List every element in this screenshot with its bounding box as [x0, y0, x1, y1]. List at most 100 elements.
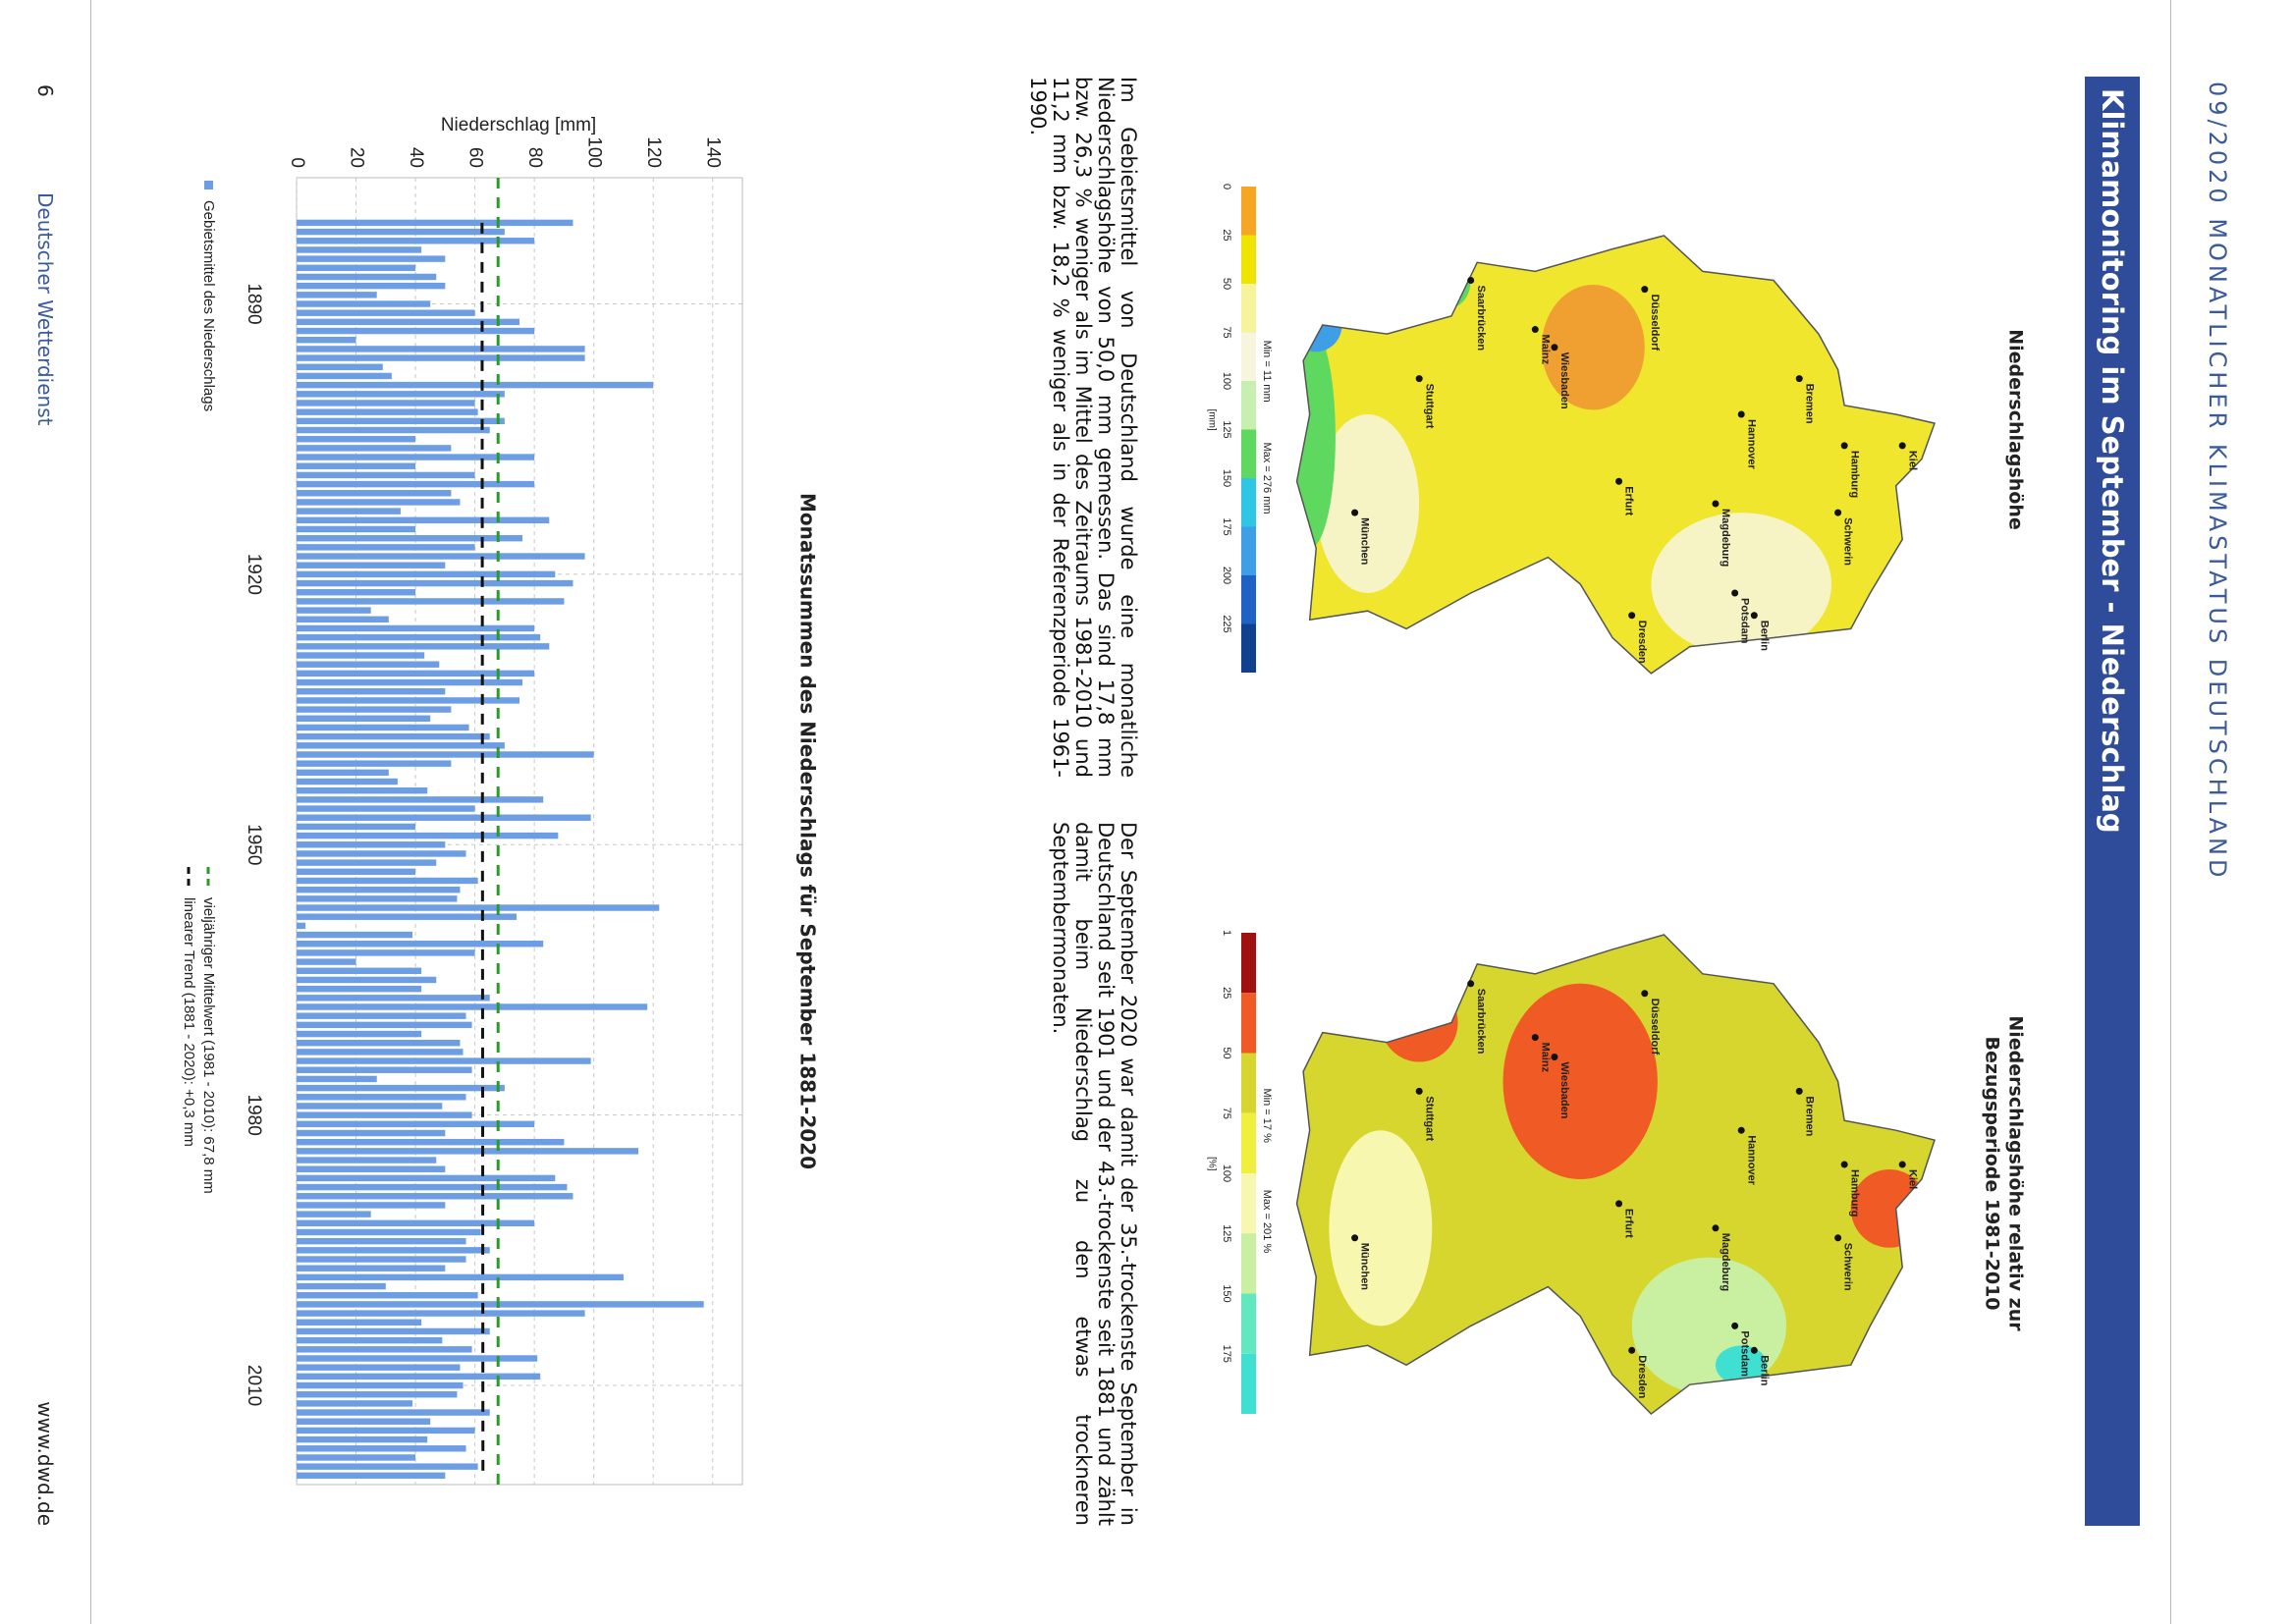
bar — [296, 1247, 490, 1254]
paragraph: Im Gebietsmittel von Deutschland wurde e… — [1026, 77, 1140, 778]
bar — [297, 786, 428, 794]
city-dot — [1615, 477, 1623, 485]
city-label: Hamburg — [1848, 1169, 1860, 1217]
bar — [297, 913, 517, 920]
city-dot — [1737, 1126, 1745, 1134]
city-dot — [1641, 990, 1649, 998]
bar — [296, 525, 416, 533]
bar — [297, 1310, 585, 1317]
city-dot — [1840, 1161, 1848, 1168]
bar — [296, 462, 416, 469]
legend-tick-label: 50 — [1221, 1047, 1232, 1058]
bar — [297, 841, 446, 848]
city-dot — [1712, 1224, 1720, 1232]
bar — [296, 1327, 490, 1335]
bar — [297, 516, 550, 524]
bar — [297, 1057, 591, 1064]
legend-tick-label: 100 — [1221, 372, 1232, 390]
bar — [296, 246, 422, 253]
legend-tick-label: 150 — [1221, 1284, 1232, 1302]
legend-color — [1241, 526, 1256, 575]
bar — [296, 589, 416, 596]
legend-min: Min = 11 mm — [1261, 341, 1273, 403]
bar — [297, 1165, 446, 1172]
legend-min: Min = 17 % — [1261, 1089, 1273, 1144]
city-label: Dresden — [1636, 1355, 1648, 1398]
trend-line — [480, 222, 485, 1476]
bar — [296, 1003, 648, 1010]
x-tick-label: 1980 — [244, 1095, 264, 1136]
city-label: Hannover — [1745, 419, 1757, 469]
bar — [296, 579, 574, 587]
y-axis-label: Niederschlag [mm] — [441, 115, 596, 135]
bar — [297, 1273, 624, 1281]
bar — [297, 1084, 505, 1092]
y-tick-label: 40 — [406, 147, 426, 168]
bar — [296, 300, 431, 307]
legend-max: Max = 201 % — [1261, 1190, 1273, 1254]
legend-swatch — [204, 181, 213, 189]
city-label: Dresden — [1636, 621, 1648, 664]
map-title: Niederschlagshöhe — [2005, 329, 2027, 530]
bar — [297, 688, 446, 695]
bar — [297, 1021, 472, 1029]
city-dot — [1467, 277, 1475, 284]
bar — [296, 949, 475, 956]
bar — [296, 976, 437, 984]
y-tick-label: 100 — [584, 136, 605, 168]
bar — [297, 1138, 565, 1146]
bar — [297, 391, 505, 398]
bar — [296, 327, 535, 335]
bar — [296, 435, 416, 443]
legend-color — [1241, 284, 1256, 333]
city-label: Magdeburg — [1720, 1233, 1731, 1291]
bar — [297, 1355, 538, 1362]
city-dot — [1795, 375, 1803, 383]
bar — [296, 238, 535, 244]
city-label: Berlin — [1758, 1355, 1770, 1385]
city-dot — [1641, 286, 1649, 294]
bar — [296, 922, 306, 930]
city-dot — [1834, 1234, 1842, 1242]
bar — [296, 1174, 556, 1182]
bar — [296, 1228, 481, 1236]
legend-color — [1241, 1053, 1256, 1113]
bar — [297, 1040, 461, 1047]
city-label: Kiel — [1906, 451, 1918, 470]
bar — [297, 850, 466, 857]
city-label: Schwerin — [1842, 517, 1854, 566]
bar — [297, 499, 461, 506]
bar — [297, 1265, 446, 1272]
bar — [296, 715, 431, 722]
bar — [296, 616, 389, 623]
legend-label: linearer Trend (1881 - 2020): +0,3 mm — [181, 897, 197, 1147]
map-region — [1380, 983, 1458, 1062]
legend-label: Gebietsmittel des Niederschlags — [200, 200, 217, 411]
bar — [296, 1148, 639, 1155]
bar — [296, 823, 416, 831]
bar — [297, 1364, 461, 1371]
bar — [296, 381, 654, 389]
city-label: Hamburg — [1848, 451, 1860, 498]
legend-color — [1241, 381, 1256, 430]
bar — [297, 318, 519, 326]
bar — [296, 967, 422, 974]
bar — [296, 724, 469, 731]
bar — [296, 624, 535, 632]
legend-color — [1241, 1293, 1256, 1354]
bar — [297, 1435, 428, 1443]
city-label: Saarbrücken — [1475, 989, 1487, 1055]
bar — [297, 255, 446, 262]
bar — [296, 678, 523, 686]
bar — [296, 1454, 416, 1461]
bar — [296, 1319, 422, 1326]
city-dot — [1898, 1161, 1906, 1168]
legend-tick-label: 50 — [1221, 278, 1232, 290]
bar — [297, 1463, 478, 1470]
y-tick-label: 60 — [465, 147, 486, 168]
bar — [296, 1103, 443, 1110]
legend-tick-label: 175 — [1221, 517, 1232, 535]
bar — [296, 264, 416, 272]
bar — [296, 337, 356, 344]
